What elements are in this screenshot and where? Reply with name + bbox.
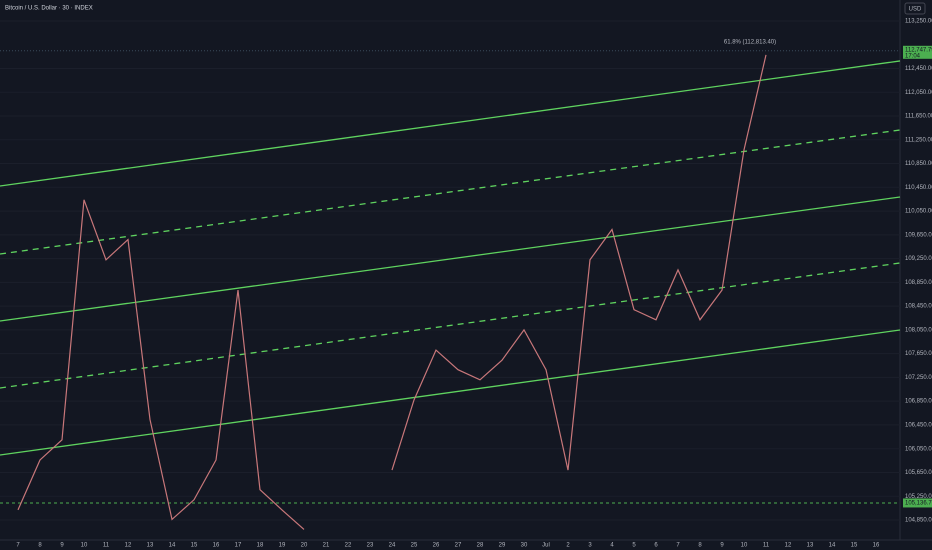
x-tick-label: 28 (477, 543, 484, 549)
y-tick-label: 106,050.00 (905, 446, 932, 452)
channel-line (0, 129, 901, 255)
x-tick-label: 25 (411, 543, 418, 549)
x-tick-label: 20 (301, 543, 308, 549)
channel-line (0, 329, 901, 456)
level-label-bg (903, 498, 932, 508)
x-tick-label: 12 (785, 543, 792, 549)
x-tick-label: 17 (235, 543, 242, 549)
y-tick-label: 110,450.00 (905, 185, 932, 191)
annotation: 61.8% (112,813.40) (724, 40, 776, 46)
x-tick-label: 7 (676, 543, 680, 549)
x-tick-label: 11 (763, 543, 770, 549)
x-tick-label: 4 (610, 543, 614, 549)
currency-box[interactable] (904, 2, 926, 15)
y-tick-label: 104,850.00 (905, 518, 932, 524)
x-tick-label: Jul (542, 543, 550, 549)
x-tick-label: 10 (741, 543, 748, 549)
y-tick-label: 107,250.00 (905, 375, 932, 381)
x-tick-label: 10 (81, 543, 88, 549)
x-tick-label: 27 (455, 543, 462, 549)
x-tick-label: 6 (654, 543, 658, 549)
x-tick-label: 13 (807, 543, 814, 549)
y-tick-label: 108,050.00 (905, 327, 932, 333)
y-tick-label: 110,050.00 (905, 209, 932, 215)
x-tick-label: 14 (169, 543, 176, 549)
x-tick-label: 29 (499, 543, 506, 549)
y-tick-label: 107,650.00 (905, 351, 932, 357)
y-tick-label: 108,450.00 (905, 304, 932, 310)
y-tick-label: 112,450.00 (905, 66, 932, 72)
y-tick-label: 105,250.00 (905, 494, 932, 500)
y-tick-label: 108,850.00 (905, 280, 932, 286)
x-tick-label: 2 (566, 543, 570, 549)
x-tick-label: 26 (433, 543, 440, 549)
channel-line (0, 60, 901, 187)
x-tick-label: 14 (829, 543, 836, 549)
y-tick-label: 106,850.00 (905, 399, 932, 405)
x-tick-label: 12 (125, 543, 132, 549)
x-tick-label: 15 (191, 543, 198, 549)
x-tick-label: 18 (257, 543, 264, 549)
x-tick-label: 22 (345, 543, 352, 549)
x-tick-label: 30 (521, 543, 528, 549)
currency[interactable]: USD (909, 7, 922, 13)
x-tick-label: 8 (38, 543, 42, 549)
level-label: 105,136.73 (905, 501, 932, 507)
x-tick-label: 15 (851, 543, 858, 549)
x-tick-label: 21 (323, 543, 330, 549)
channel-line (0, 262, 901, 389)
x-tick-label: 23 (367, 543, 374, 549)
x-tick-label: 11 (103, 543, 110, 549)
x-tick-label: 16 (873, 543, 880, 549)
x-tick-label: 9 (720, 543, 724, 549)
price-line (17, 54, 767, 530)
x-tick-label: 3 (588, 543, 592, 549)
x-tick-label: 5 (632, 543, 636, 549)
x-tick-label: 13 (147, 543, 154, 549)
y-tick-label: 112,050.00 (905, 90, 932, 96)
x-tick-label: 9 (60, 543, 64, 549)
last-price-bg (903, 45, 932, 59)
x-tick-label: 16 (213, 543, 220, 549)
y-tick-label: 106,450.00 (905, 423, 932, 429)
y-tick-label: 113,250.00 (905, 19, 932, 25)
x-tick-label: 8 (698, 543, 702, 549)
x-tick-label: 19 (279, 543, 286, 549)
x-tick-label: 7 (16, 543, 20, 549)
last-price-label: 112,747.79 (905, 47, 932, 53)
y-tick-label: 109,250.00 (905, 256, 932, 262)
y-tick-label: 109,650.00 (905, 232, 932, 238)
channel-line (0, 196, 901, 322)
countdown: 17:04 (905, 53, 921, 59)
x-tick-label: 24 (389, 543, 396, 549)
y-tick-label: 111,650.00 (905, 114, 932, 120)
y-tick-label: 105,650.00 (905, 470, 932, 476)
chart-title: Bitcoin / U.S. Dollar · 30 · INDEX (5, 6, 93, 12)
y-tick-label: 110,850.00 (905, 161, 932, 167)
y-tick-label: 111,250.00 (905, 137, 932, 143)
